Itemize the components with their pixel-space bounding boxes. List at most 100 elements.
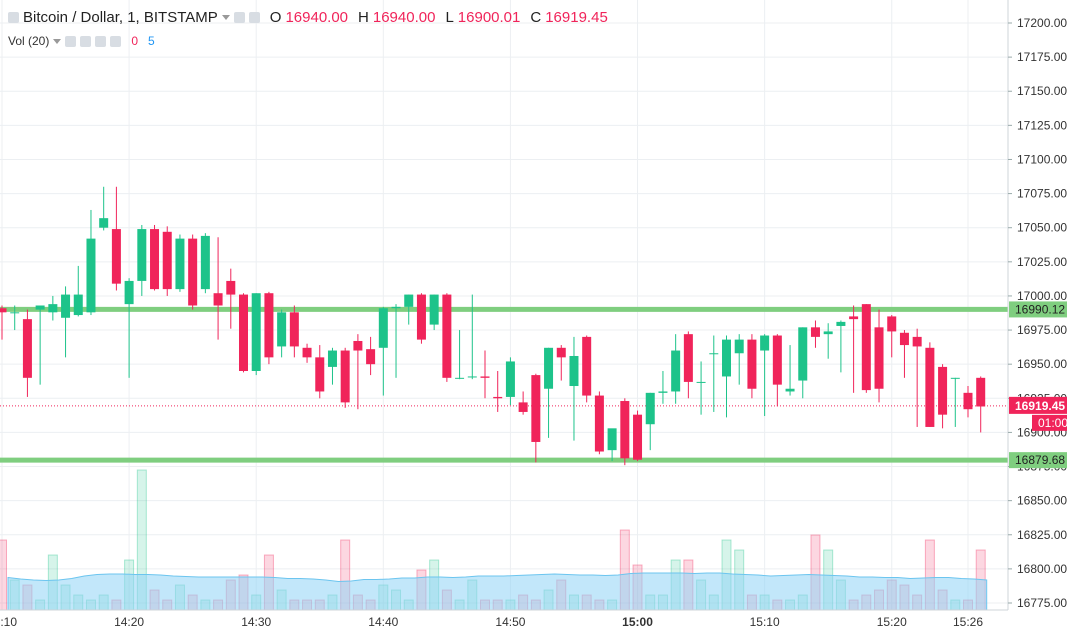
volume-value-1: 0 — [131, 34, 139, 48]
candle-body — [226, 280, 236, 295]
current-price-badge — [1009, 396, 1067, 414]
candle-body — [747, 339, 757, 389]
candle-body — [378, 308, 388, 348]
candle-body — [810, 327, 820, 337]
candle-body — [760, 335, 770, 351]
price-axis-label: 17200.00 — [1017, 16, 1067, 30]
candle-body — [645, 392, 655, 425]
candle-body — [175, 238, 185, 290]
candle-body — [950, 377, 960, 379]
candle-body — [315, 357, 325, 392]
collapse-icon[interactable] — [8, 12, 19, 23]
high-value: 16940.00 — [372, 9, 436, 26]
eye-icon[interactable] — [65, 35, 77, 47]
settings-icon[interactable] — [80, 35, 92, 47]
candle-body — [505, 361, 515, 397]
level-label-text: 16879.68 — [1015, 453, 1065, 467]
volume-label[interactable]: Vol (20) — [8, 34, 50, 48]
time-axis-label: 15:20 — [877, 615, 907, 629]
candle-body — [213, 293, 223, 306]
chevron-down-icon[interactable] — [53, 38, 62, 44]
candle-body — [671, 350, 681, 392]
candle-body — [887, 316, 897, 332]
close-key: C — [530, 9, 542, 26]
candle-body — [99, 218, 109, 228]
candle-body — [836, 321, 846, 326]
candle-body — [10, 312, 20, 314]
price-axis-label: 16800.00 — [1017, 562, 1067, 576]
candle-body — [849, 316, 859, 320]
volume-value-2: 5 — [148, 34, 155, 48]
candle-body — [823, 331, 833, 335]
time-axis-label: 14:40 — [368, 615, 398, 629]
price-axis-label: 17150.00 — [1017, 84, 1067, 98]
level-label-badge — [1009, 301, 1067, 318]
candle-body — [366, 349, 376, 365]
high-key: H — [358, 9, 369, 26]
candle-body — [429, 294, 439, 325]
candle-body — [73, 294, 83, 316]
time-axis-label: 14:10 — [0, 615, 17, 629]
candle-body — [124, 280, 134, 305]
candle-body — [798, 327, 808, 381]
candle-body — [455, 377, 465, 379]
price-axis-label: 17025.00 — [1017, 255, 1067, 269]
candle-body — [48, 304, 58, 313]
candle-body — [709, 353, 719, 355]
price-axis-label: 16850.00 — [1017, 494, 1067, 508]
candle-body — [61, 294, 71, 318]
candle-body — [416, 294, 426, 340]
candle-body — [861, 304, 871, 391]
candle-body — [925, 347, 935, 427]
level-label-text: 16990.12 — [1015, 302, 1065, 316]
candle-body — [734, 339, 744, 354]
candle-body — [633, 414, 643, 460]
candle-body — [556, 347, 566, 358]
price-axis-label: 16975.00 — [1017, 323, 1067, 337]
candle-body — [289, 312, 299, 347]
price-axis-label: 17100.00 — [1017, 152, 1067, 166]
candle-body — [86, 238, 96, 313]
low-value: 16900.01 — [457, 9, 521, 26]
candle-body — [353, 340, 363, 351]
candle-body — [544, 347, 554, 389]
settings-icon[interactable] — [248, 12, 260, 23]
time-axis-label: 14:30 — [241, 615, 271, 629]
candle-body — [239, 294, 248, 371]
candle-body — [137, 229, 147, 281]
level-label-badge — [1009, 452, 1067, 469]
candle-body — [531, 375, 541, 442]
candle-body — [899, 332, 909, 346]
price-axis-label: 16775.00 — [1017, 596, 1067, 610]
chevron-down-icon[interactable] — [221, 15, 230, 20]
candle-body — [200, 235, 210, 290]
candle-body — [467, 376, 477, 378]
time-axis-label: 15:26 — [953, 615, 983, 629]
candle-body — [874, 327, 884, 389]
volume-bar — [0, 539, 7, 611]
candle-body — [658, 391, 668, 393]
candle-body — [569, 355, 579, 387]
candle-body — [22, 319, 32, 378]
countdown-label: 01:00 — [1038, 416, 1067, 430]
more-icon[interactable] — [110, 35, 122, 47]
candle-body — [0, 308, 7, 313]
candle-body — [976, 377, 986, 407]
add-icon[interactable] — [95, 35, 107, 47]
candle-body — [696, 381, 706, 383]
price-axis-label: 16825.00 — [1017, 528, 1067, 542]
eye-icon[interactable] — [233, 12, 245, 23]
candle-body — [188, 238, 198, 306]
candle-body — [35, 305, 45, 310]
candle-body — [620, 401, 630, 459]
candle-body — [251, 293, 261, 371]
candle-body — [518, 402, 528, 412]
candle-body — [391, 306, 401, 309]
candle-body — [963, 392, 973, 410]
candle-body — [480, 376, 490, 378]
symbol-title[interactable]: Bitcoin / Dollar, 1, BITSTAMP — [23, 9, 218, 26]
candle-body — [594, 395, 604, 452]
symbol-legend: Bitcoin / Dollar, 1, BITSTAMP O 16940.00 … — [8, 9, 608, 26]
